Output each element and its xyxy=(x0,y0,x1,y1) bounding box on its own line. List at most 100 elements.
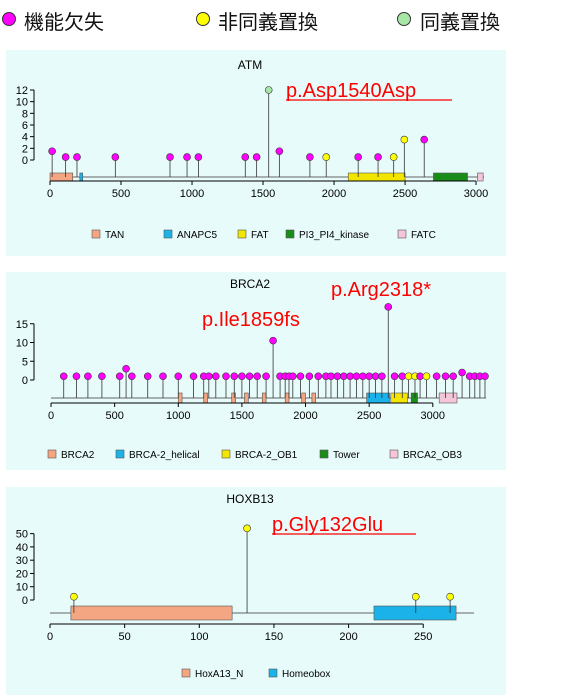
atm-title: ATM xyxy=(238,58,262,72)
brca2-x-tick-label: 0 xyxy=(48,410,54,422)
brca2-legend-swatch xyxy=(389,449,399,459)
brca2-mutation-point-loss-of-function xyxy=(289,372,297,381)
brca2-mutation-point-loss-of-function xyxy=(314,372,323,381)
brca2-y-tick-label: 5 xyxy=(22,356,28,368)
atm-x-tick-label: 500 xyxy=(112,188,130,200)
brca2-annotation-ile1859: p.Ile1859fs xyxy=(202,309,300,331)
brca2-mutation-point-loss-of-function xyxy=(390,372,399,381)
brca2-mutation-point-loss-of-function xyxy=(481,372,489,381)
brca2-legend-swatch xyxy=(115,449,125,459)
brca2-mutation-point-loss-of-function xyxy=(346,372,354,381)
brca2-lollipop-panel: BRCA2 p.Arg2318* p.Ile1859fs 0 5 10 15 0 500 1… xyxy=(6,272,506,470)
brca2-mutation-point-loss-of-function xyxy=(189,372,198,381)
hoxb13-domain-homeobox xyxy=(373,605,457,621)
brca2-x-tick-label: 1000 xyxy=(166,410,190,422)
brca2-domain-brca-2-ob1 xyxy=(390,392,408,404)
hoxb13-legend-label: HoxA13_N xyxy=(195,669,243,680)
hoxb13-x-tick-label: 100 xyxy=(190,631,208,643)
atm-x-tick-label: 0 xyxy=(47,188,53,200)
legend-label-loss-of-function: 機能欠失 xyxy=(24,10,104,34)
magenta-circle-icon xyxy=(2,12,16,26)
hoxb13-mutation-point-nonsynonymous xyxy=(411,592,420,601)
brca2-mutation-point-loss-of-function xyxy=(365,372,373,381)
hoxb13-legend-label: Homeobox xyxy=(282,669,330,680)
brca2-mutation-point-loss-of-function xyxy=(339,372,348,381)
brca2-domain-brca2 xyxy=(244,392,249,404)
brca2-mutation-point-loss-of-function xyxy=(72,372,81,381)
brca2-domain-brca-2-helical xyxy=(366,392,390,404)
brca2-legend-label: BRCA-2_helical xyxy=(129,450,200,461)
brca2-domain-brca2 xyxy=(261,392,267,404)
brca2-mutation-point-loss-of-function xyxy=(441,372,450,381)
hoxb13-y-tick-label: 0 xyxy=(22,595,28,607)
atm-legend-swatch xyxy=(91,229,101,239)
brca2-legend-swatch xyxy=(319,449,329,459)
brca2-mutation-point-loss-of-function xyxy=(359,372,367,381)
atm-mutation-point-nonsynonymous xyxy=(389,153,398,161)
brca2-mutation-point-loss-of-function xyxy=(432,372,441,381)
brca2-mutation-point-loss-of-function xyxy=(253,372,261,381)
atm-lollipop-panel: ATM p.Asp1540Asp 0 2 4 6 8 10 12 0 500 1000 1500 20… xyxy=(6,50,506,256)
atm-x-tick-label: 2000 xyxy=(322,188,346,200)
brca2-y-tick-label: 0 xyxy=(22,375,28,387)
brca2-domain-brca2 xyxy=(284,392,290,404)
atm-mutation-point-synonymous xyxy=(264,86,273,94)
atm-mutation-point-loss-of-function xyxy=(241,153,250,161)
atm-mutation-point-loss-of-function xyxy=(354,153,362,161)
brca2-domain-brca2 xyxy=(231,392,236,404)
brca2-mutation-point-loss-of-function xyxy=(398,372,407,381)
atm-x-tick-label: 1500 xyxy=(251,188,275,200)
atm-mutation-point-loss-of-function xyxy=(48,147,56,156)
brca2-legend-label: BRCA-2_OB1 xyxy=(235,450,298,461)
brca2-x-tick-label: 2500 xyxy=(357,410,381,422)
brca2-mutation-point-loss-of-function xyxy=(378,372,386,381)
brca2-mutation-point-loss-of-function xyxy=(327,372,335,381)
atm-legend-label: FAT xyxy=(251,230,269,241)
brca2-mutation-point-loss-of-function xyxy=(128,372,136,381)
atm-mutation-point-loss-of-function xyxy=(194,153,203,161)
atm-mutation-point-loss-of-function xyxy=(183,153,191,161)
brca2-mutation-point-loss-of-function xyxy=(371,372,380,381)
brca2-x-tick-label: 2000 xyxy=(293,410,317,422)
atm-y-tick-label: 12 xyxy=(16,85,28,97)
yellow-circle-icon xyxy=(196,12,210,26)
atm-domain-pi3-pi4-kinase xyxy=(433,172,468,182)
brca2-mutation-point-loss-of-function xyxy=(122,364,130,373)
brca2-mutation-point-nonsynonymous xyxy=(404,372,413,381)
hoxb13-legend-swatch xyxy=(181,668,191,678)
hoxb13-y-tick-label: 50 xyxy=(16,529,28,541)
brca2-mutation-point-loss-of-function xyxy=(296,372,305,381)
atm-mutation-point-loss-of-function xyxy=(420,135,429,144)
hoxb13-mutation-point-nonsynonymous xyxy=(446,592,454,601)
atm-x-tick-label: 3000 xyxy=(464,188,488,200)
atm-mutation-point-loss-of-function xyxy=(306,153,314,161)
brca2-lollipop-chart: BRCA2 p.Arg2318* p.Ile1859fs 0 5 10 15 0 500 1… xyxy=(16,277,489,461)
brca2-mutation-point-loss-of-function xyxy=(143,372,152,381)
hoxb13-title: HOXB13 xyxy=(226,492,274,506)
hoxb13-y-tick-label: 10 xyxy=(16,582,28,594)
brca2-mutation-point-loss-of-function xyxy=(458,368,466,377)
legend-label-nonsynonymous: 非同義置換 xyxy=(218,10,318,34)
atm-x-tick-label: 2500 xyxy=(393,188,417,200)
brca2-domain-brca2 xyxy=(203,392,208,404)
hoxb13-y-tick-label: 20 xyxy=(16,568,28,580)
hoxb13-y-tick-label: 30 xyxy=(16,555,28,567)
atm-mutation-point-loss-of-function xyxy=(111,153,120,161)
brca2-legend-swatch xyxy=(47,449,57,459)
brca2-mutation-point-loss-of-function xyxy=(115,372,124,381)
atm-mutation-point-nonsynonymous xyxy=(400,135,409,144)
atm-mutation-point-loss-of-function xyxy=(73,153,81,161)
brca2-mutation-point-loss-of-function xyxy=(238,372,246,381)
lightgreen-circle-icon xyxy=(397,12,411,26)
brca2-domain-tower xyxy=(410,392,418,404)
brca2-x-tick-label: 1500 xyxy=(230,410,254,422)
legend-label-synonymous: 同義置換 xyxy=(420,10,500,34)
brca2-x-tick-label: 3000 xyxy=(421,410,445,422)
brca2-mutation-point-loss-of-function xyxy=(98,372,106,381)
atm-y-tick-label: 0 xyxy=(22,155,28,167)
hoxb13-x-tick-label: 250 xyxy=(414,631,432,643)
atm-annotation: p.Asp1540Asp xyxy=(286,80,416,102)
mutation-type-legend: 機能欠失 非同義置換 同義置換 xyxy=(0,0,575,40)
brca2-mutation-point-loss-of-function xyxy=(222,372,230,381)
brca2-mutation-point-loss-of-function xyxy=(59,372,68,381)
